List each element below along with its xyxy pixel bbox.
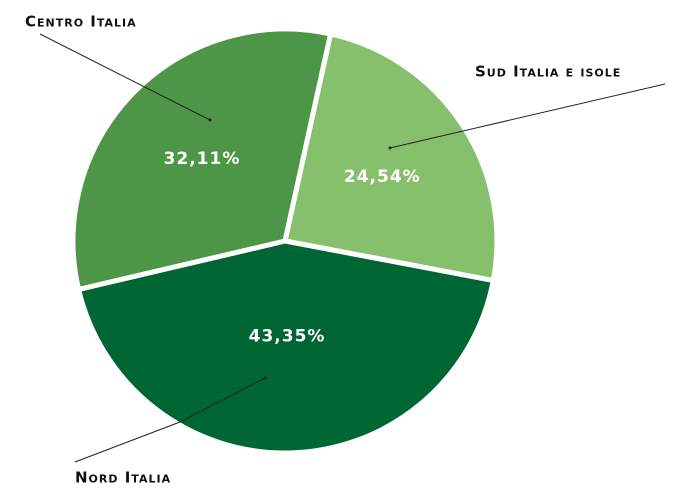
leader-dot [208, 118, 212, 122]
leader-line [389, 83, 666, 149]
pie-slice [76, 238, 496, 456]
leader-line [74, 377, 266, 463]
leader-dot [388, 146, 392, 150]
leader-line [39, 33, 211, 121]
pie-slice [70, 26, 334, 292]
category-label: Nord Italia [75, 469, 171, 487]
leader-dot [263, 376, 267, 380]
category-label: Centro Italia [25, 13, 137, 31]
value-label: 32,11% [164, 149, 241, 169]
category-label: Sud Italia e isole [475, 63, 621, 81]
value-label: 43,35% [249, 326, 326, 346]
value-label: 24,54% [344, 167, 421, 187]
pie-slice [282, 31, 500, 284]
